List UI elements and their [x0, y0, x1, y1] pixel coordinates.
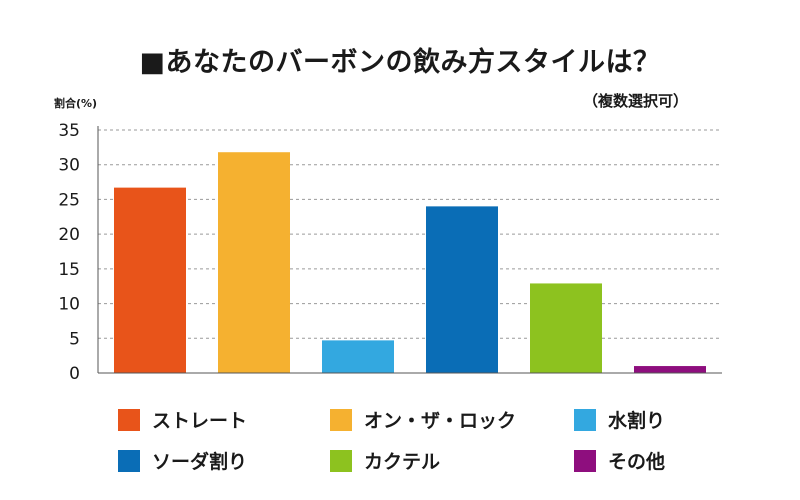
- chart-title: ■あなたのバーボンの飲み方スタイルは？: [139, 47, 661, 78]
- bar: [114, 187, 186, 373]
- y-tick-label: 10: [58, 295, 80, 315]
- y-tick-label: 5: [69, 329, 80, 349]
- bar: [530, 283, 602, 373]
- y-tick-label: 35: [58, 121, 80, 141]
- y-tick-label: 15: [58, 260, 80, 280]
- chart-subtitle: （複数選択可）: [582, 92, 688, 110]
- bar: [322, 340, 394, 373]
- y-tick-label: 20: [58, 225, 80, 245]
- bar: [634, 366, 706, 373]
- bar: [426, 206, 498, 373]
- y-tick-label: 0: [69, 364, 80, 384]
- y-axis-label: 割合(%): [54, 97, 98, 110]
- y-tick-label: 25: [58, 190, 80, 210]
- bar: [218, 152, 290, 373]
- y-tick-label: 30: [58, 156, 80, 176]
